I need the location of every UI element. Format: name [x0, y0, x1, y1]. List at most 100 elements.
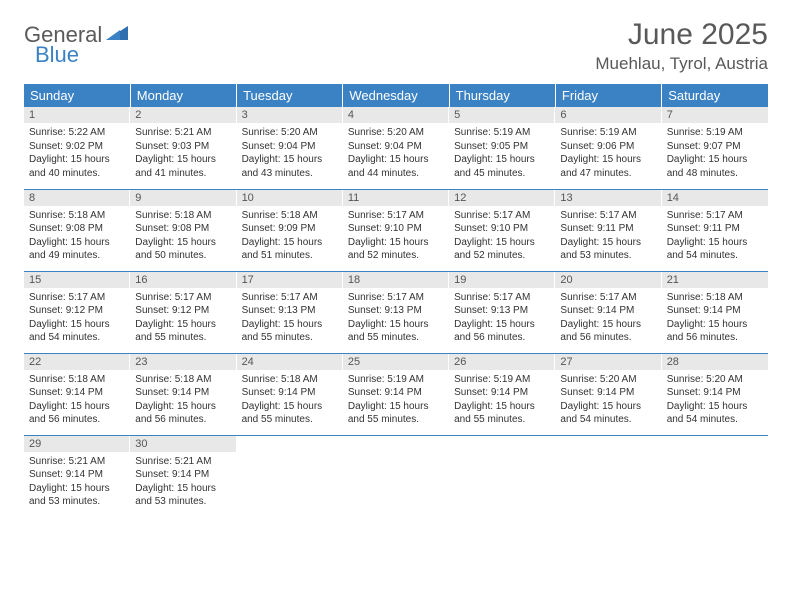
sunset-line: Sunset: 9:04 PM	[348, 140, 444, 154]
daylight-line: Daylight: 15 hours and 49 minutes.	[29, 236, 125, 263]
daylight-line: Daylight: 15 hours and 54 minutes.	[667, 400, 763, 427]
brand-part2: Blue	[35, 42, 79, 68]
daylight-line: Daylight: 15 hours and 55 minutes.	[135, 318, 231, 345]
day-number: 6	[555, 107, 661, 123]
calendar-day-cell: 30Sunrise: 5:21 AMSunset: 9:14 PMDayligh…	[130, 435, 236, 517]
day-number: 9	[130, 190, 236, 206]
daylight-line: Daylight: 15 hours and 55 minutes.	[242, 318, 338, 345]
sunrise-line: Sunrise: 5:21 AM	[135, 126, 231, 140]
day-details: Sunrise: 5:18 AMSunset: 9:08 PMDaylight:…	[130, 206, 236, 267]
daylight-line: Daylight: 15 hours and 43 minutes.	[242, 153, 338, 180]
sunset-line: Sunset: 9:11 PM	[560, 222, 656, 236]
day-details: Sunrise: 5:19 AMSunset: 9:14 PMDaylight:…	[343, 370, 449, 431]
day-details: Sunrise: 5:20 AMSunset: 9:04 PMDaylight:…	[343, 123, 449, 184]
sunset-line: Sunset: 9:14 PM	[29, 468, 125, 482]
daylight-line: Daylight: 15 hours and 56 minutes.	[29, 400, 125, 427]
sunset-line: Sunset: 9:14 PM	[667, 386, 763, 400]
calendar-day-cell: 21Sunrise: 5:18 AMSunset: 9:14 PMDayligh…	[662, 271, 768, 353]
day-details: Sunrise: 5:17 AMSunset: 9:11 PMDaylight:…	[662, 206, 768, 267]
daylight-line: Daylight: 15 hours and 55 minutes.	[242, 400, 338, 427]
daylight-line: Daylight: 15 hours and 54 minutes.	[29, 318, 125, 345]
sunrise-line: Sunrise: 5:17 AM	[454, 209, 550, 223]
sunrise-line: Sunrise: 5:21 AM	[135, 455, 231, 469]
day-details: Sunrise: 5:22 AMSunset: 9:02 PMDaylight:…	[24, 123, 130, 184]
day-number: 4	[343, 107, 449, 123]
day-number: 12	[449, 190, 555, 206]
header: General June 2025 Muehlau, Tyrol, Austri…	[24, 18, 768, 74]
calendar-day-cell: 6Sunrise: 5:19 AMSunset: 9:06 PMDaylight…	[555, 107, 661, 189]
calendar-day-cell: 28Sunrise: 5:20 AMSunset: 9:14 PMDayligh…	[662, 353, 768, 435]
sunset-line: Sunset: 9:09 PM	[242, 222, 338, 236]
brand-mark-icon	[106, 24, 130, 47]
sunset-line: Sunset: 9:10 PM	[348, 222, 444, 236]
day-details: Sunrise: 5:20 AMSunset: 9:14 PMDaylight:…	[662, 370, 768, 431]
weekday-header: Wednesday	[343, 84, 449, 107]
day-number: 15	[24, 272, 130, 288]
sunset-line: Sunset: 9:14 PM	[135, 386, 231, 400]
daylight-line: Daylight: 15 hours and 40 minutes.	[29, 153, 125, 180]
day-number: 27	[555, 354, 661, 370]
calendar-table: SundayMondayTuesdayWednesdayThursdayFrid…	[24, 84, 768, 517]
sunrise-line: Sunrise: 5:18 AM	[242, 373, 338, 387]
daylight-line: Daylight: 15 hours and 52 minutes.	[454, 236, 550, 263]
sunrise-line: Sunrise: 5:17 AM	[29, 291, 125, 305]
calendar-day-cell: 15Sunrise: 5:17 AMSunset: 9:12 PMDayligh…	[24, 271, 130, 353]
weekday-header: Sunday	[24, 84, 130, 107]
sunset-line: Sunset: 9:06 PM	[560, 140, 656, 154]
day-details: Sunrise: 5:21 AMSunset: 9:03 PMDaylight:…	[130, 123, 236, 184]
calendar-day-cell: 17Sunrise: 5:17 AMSunset: 9:13 PMDayligh…	[237, 271, 343, 353]
day-details: Sunrise: 5:21 AMSunset: 9:14 PMDaylight:…	[24, 452, 130, 513]
calendar-day-cell: 13Sunrise: 5:17 AMSunset: 9:11 PMDayligh…	[555, 189, 661, 271]
sunrise-line: Sunrise: 5:18 AM	[135, 373, 231, 387]
sunset-line: Sunset: 9:13 PM	[348, 304, 444, 318]
sunset-line: Sunset: 9:03 PM	[135, 140, 231, 154]
calendar-day-cell: 8Sunrise: 5:18 AMSunset: 9:08 PMDaylight…	[24, 189, 130, 271]
sunrise-line: Sunrise: 5:17 AM	[242, 291, 338, 305]
sunset-line: Sunset: 9:14 PM	[454, 386, 550, 400]
day-details: Sunrise: 5:17 AMSunset: 9:13 PMDaylight:…	[237, 288, 343, 349]
calendar-week-row: 22Sunrise: 5:18 AMSunset: 9:14 PMDayligh…	[24, 353, 768, 435]
calendar-day-cell: 12Sunrise: 5:17 AMSunset: 9:10 PMDayligh…	[449, 189, 555, 271]
calendar-day-cell	[237, 435, 343, 517]
calendar-week-row: 1Sunrise: 5:22 AMSunset: 9:02 PMDaylight…	[24, 107, 768, 189]
sunset-line: Sunset: 9:14 PM	[667, 304, 763, 318]
day-number: 23	[130, 354, 236, 370]
daylight-line: Daylight: 15 hours and 54 minutes.	[667, 236, 763, 263]
sunset-line: Sunset: 9:08 PM	[29, 222, 125, 236]
day-number: 8	[24, 190, 130, 206]
day-details: Sunrise: 5:19 AMSunset: 9:14 PMDaylight:…	[449, 370, 555, 431]
day-details: Sunrise: 5:19 AMSunset: 9:06 PMDaylight:…	[555, 123, 661, 184]
calendar-week-row: 29Sunrise: 5:21 AMSunset: 9:14 PMDayligh…	[24, 435, 768, 517]
sunrise-line: Sunrise: 5:20 AM	[560, 373, 656, 387]
daylight-line: Daylight: 15 hours and 54 minutes.	[560, 400, 656, 427]
location-label: Muehlau, Tyrol, Austria	[595, 54, 768, 74]
sunrise-line: Sunrise: 5:20 AM	[348, 126, 444, 140]
sunrise-line: Sunrise: 5:18 AM	[29, 373, 125, 387]
day-number: 24	[237, 354, 343, 370]
weekday-header-row: SundayMondayTuesdayWednesdayThursdayFrid…	[24, 84, 768, 107]
sunset-line: Sunset: 9:14 PM	[135, 468, 231, 482]
day-details: Sunrise: 5:18 AMSunset: 9:08 PMDaylight:…	[24, 206, 130, 267]
day-number: 20	[555, 272, 661, 288]
sunset-line: Sunset: 9:07 PM	[667, 140, 763, 154]
calendar-day-cell: 16Sunrise: 5:17 AMSunset: 9:12 PMDayligh…	[130, 271, 236, 353]
day-number: 26	[449, 354, 555, 370]
daylight-line: Daylight: 15 hours and 53 minutes.	[29, 482, 125, 509]
calendar-day-cell: 23Sunrise: 5:18 AMSunset: 9:14 PMDayligh…	[130, 353, 236, 435]
day-number: 21	[662, 272, 768, 288]
sunset-line: Sunset: 9:13 PM	[242, 304, 338, 318]
weekday-header: Tuesday	[237, 84, 343, 107]
day-number: 7	[662, 107, 768, 123]
day-number: 2	[130, 107, 236, 123]
sunset-line: Sunset: 9:14 PM	[560, 304, 656, 318]
daylight-line: Daylight: 15 hours and 51 minutes.	[242, 236, 338, 263]
day-number: 5	[449, 107, 555, 123]
day-details: Sunrise: 5:21 AMSunset: 9:14 PMDaylight:…	[130, 452, 236, 513]
sunset-line: Sunset: 9:08 PM	[135, 222, 231, 236]
calendar-day-cell: 22Sunrise: 5:18 AMSunset: 9:14 PMDayligh…	[24, 353, 130, 435]
calendar-week-row: 15Sunrise: 5:17 AMSunset: 9:12 PMDayligh…	[24, 271, 768, 353]
sunrise-line: Sunrise: 5:18 AM	[29, 209, 125, 223]
sunrise-line: Sunrise: 5:19 AM	[454, 126, 550, 140]
calendar-day-cell: 14Sunrise: 5:17 AMSunset: 9:11 PMDayligh…	[662, 189, 768, 271]
daylight-line: Daylight: 15 hours and 45 minutes.	[454, 153, 550, 180]
